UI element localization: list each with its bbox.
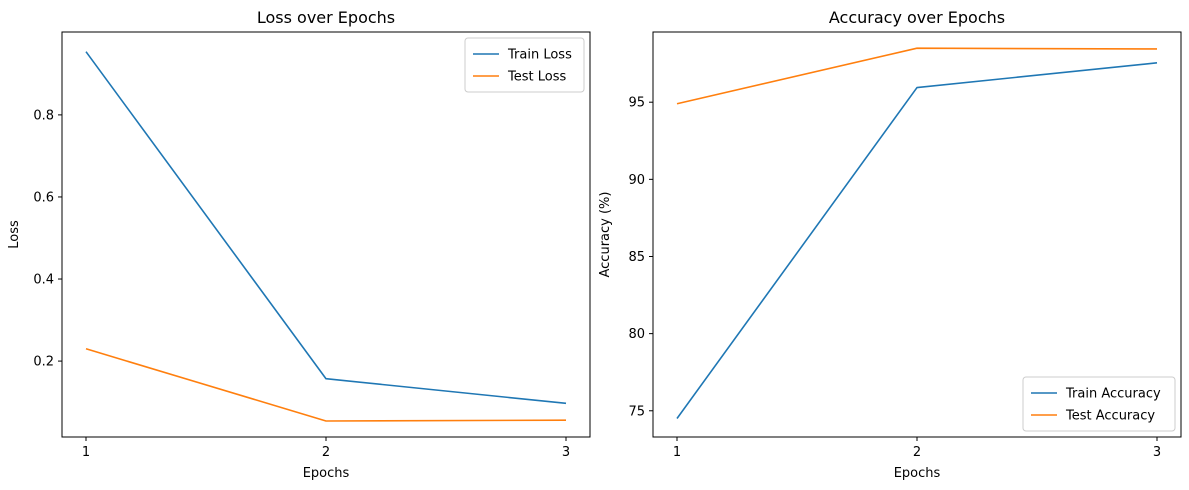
x-axis-label: Epochs — [894, 466, 941, 481]
y-tick-label: 90 — [628, 173, 645, 188]
series-line-train-loss — [85, 51, 567, 405]
x-tick-label: 3 — [562, 445, 570, 460]
x-tick-label: 1 — [673, 445, 681, 460]
legend-label: Train Loss — [507, 48, 572, 63]
plot-frame — [652, 31, 1182, 438]
x-tick-label: 2 — [913, 445, 921, 460]
x-tick-label: 3 — [1153, 445, 1161, 460]
x-axis-label: Epochs — [303, 466, 350, 481]
legend-label: Test Loss — [507, 70, 566, 85]
y-tick-label: 85 — [628, 250, 645, 265]
y-axis-label: Accuracy (%) — [598, 192, 613, 278]
y-tick-label: 0.6 — [33, 190, 54, 205]
series-line-test-accuracy — [676, 47, 1158, 105]
chart-title: Accuracy over Epochs — [829, 8, 1005, 27]
legend: Train Accuracy Test Accuracy — [1022, 376, 1176, 432]
y-tick-label: 0.2 — [33, 355, 54, 370]
legend-box — [464, 37, 585, 93]
plot-frame — [61, 31, 591, 438]
y-tick-label: 75 — [628, 404, 645, 419]
y-tick-label: 80 — [628, 327, 645, 342]
chart-title: Loss over Epochs — [257, 8, 395, 27]
x-tick-label: 1 — [82, 445, 90, 460]
series-line-train-accuracy — [676, 62, 1158, 419]
y-tick-label: 0.8 — [33, 108, 54, 123]
x-tick-label: 2 — [322, 445, 330, 460]
y-axis-label: Loss — [7, 220, 22, 249]
legend-box — [1022, 376, 1176, 432]
legend: Train Loss Test Loss — [464, 37, 585, 93]
legend-label: Train Accuracy — [1065, 387, 1161, 402]
chart-panel-1: Loss over Epochs Epochs Loss 1 2 3 0.2 0.4 0.6 0.… — [7, 8, 591, 481]
series-line-test-loss — [85, 348, 567, 422]
legend-label: Test Accuracy — [1065, 409, 1155, 424]
y-tick-label: 95 — [628, 96, 645, 111]
chart-panel-2: Accuracy over Epochs Epochs Accuracy (%) 1 2… — [598, 8, 1182, 481]
y-tick-label: 0.4 — [33, 273, 54, 288]
